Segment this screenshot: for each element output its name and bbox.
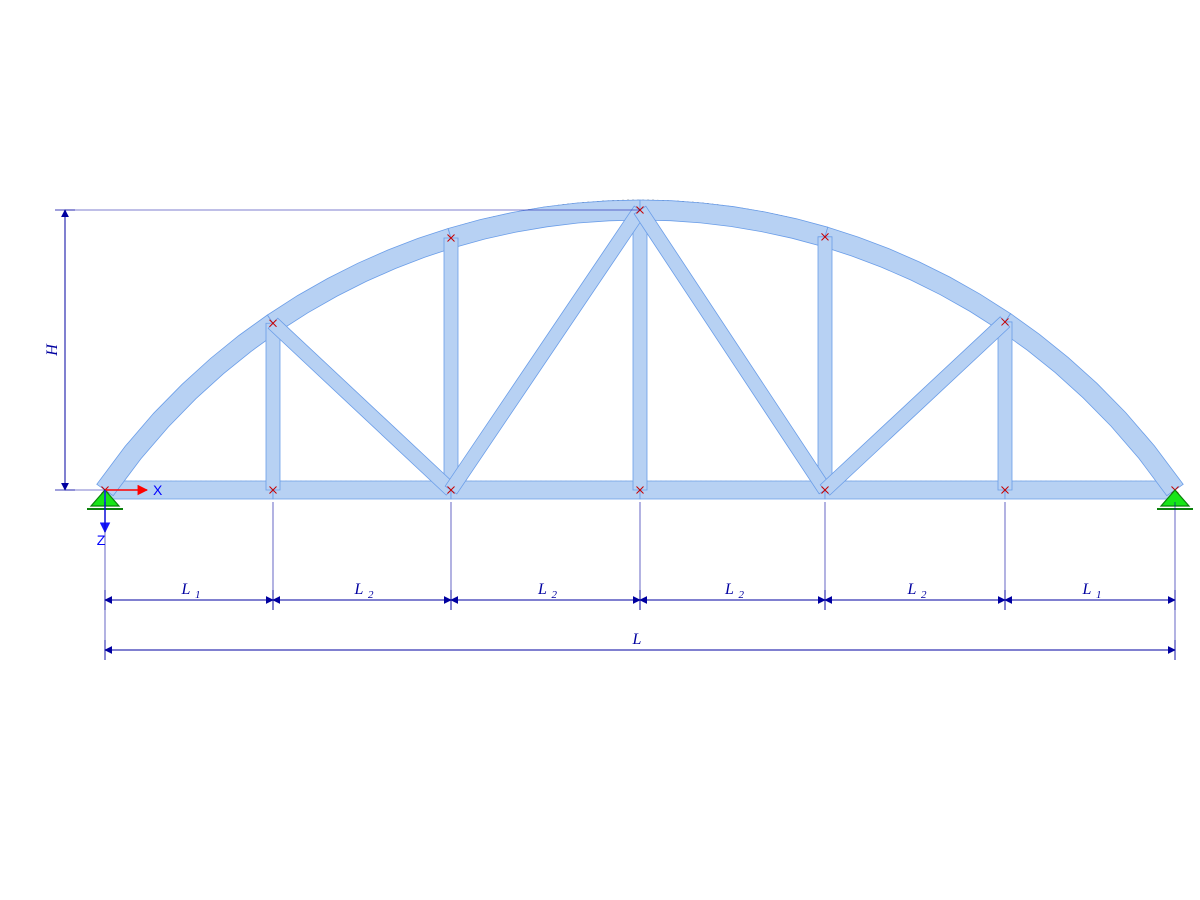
vertical-3 — [633, 210, 647, 490]
dim-seg-2-label: L — [537, 581, 547, 598]
top-chord-1 — [267, 229, 454, 332]
bottom-chord-5 — [1005, 481, 1175, 499]
dim-H-label: H — [44, 343, 61, 357]
top-chord-0 — [97, 315, 279, 496]
dim-seg-1-sub: 2 — [368, 589, 374, 601]
bottom-chord-2 — [451, 481, 640, 499]
dim-seg-5-label: L — [1082, 581, 1092, 598]
diagonal-2 — [445, 206, 646, 494]
vertical-4 — [818, 237, 832, 490]
dim-seg-0-label: L — [181, 581, 191, 598]
vertical-1 — [266, 323, 280, 490]
dim-seg-2-sub: 2 — [552, 589, 558, 601]
bottom-chord-4 — [825, 481, 1005, 499]
dim-seg-0-sub: 1 — [195, 589, 201, 601]
truss-diagram: XZ HL1L2L2L2L2L1L — [0, 0, 1200, 900]
dim-seg-3-sub: 2 — [739, 589, 745, 601]
axis-x-label: X — [153, 482, 163, 498]
vertical-5 — [998, 322, 1012, 490]
diagonal-4 — [820, 317, 1010, 495]
top-chord-4 — [822, 227, 1010, 330]
bottom-chord-1 — [273, 481, 451, 499]
truss-members — [97, 200, 1183, 499]
dim-seg-1-label: L — [354, 581, 364, 598]
axis-z-label: Z — [97, 532, 106, 548]
diagonal-3 — [634, 206, 831, 494]
bottom-chord-3 — [640, 481, 825, 499]
dim-seg-4-sub: 2 — [921, 589, 927, 601]
vertical-2 — [444, 238, 458, 490]
dim-seg-3-label: L — [724, 581, 734, 598]
diagonal-1 — [268, 318, 456, 495]
dim-seg-4-label: L — [907, 581, 917, 598]
dim-seg-5-sub: 1 — [1096, 589, 1102, 601]
dim-L-label: L — [632, 631, 642, 648]
top-chord-5 — [999, 314, 1183, 496]
